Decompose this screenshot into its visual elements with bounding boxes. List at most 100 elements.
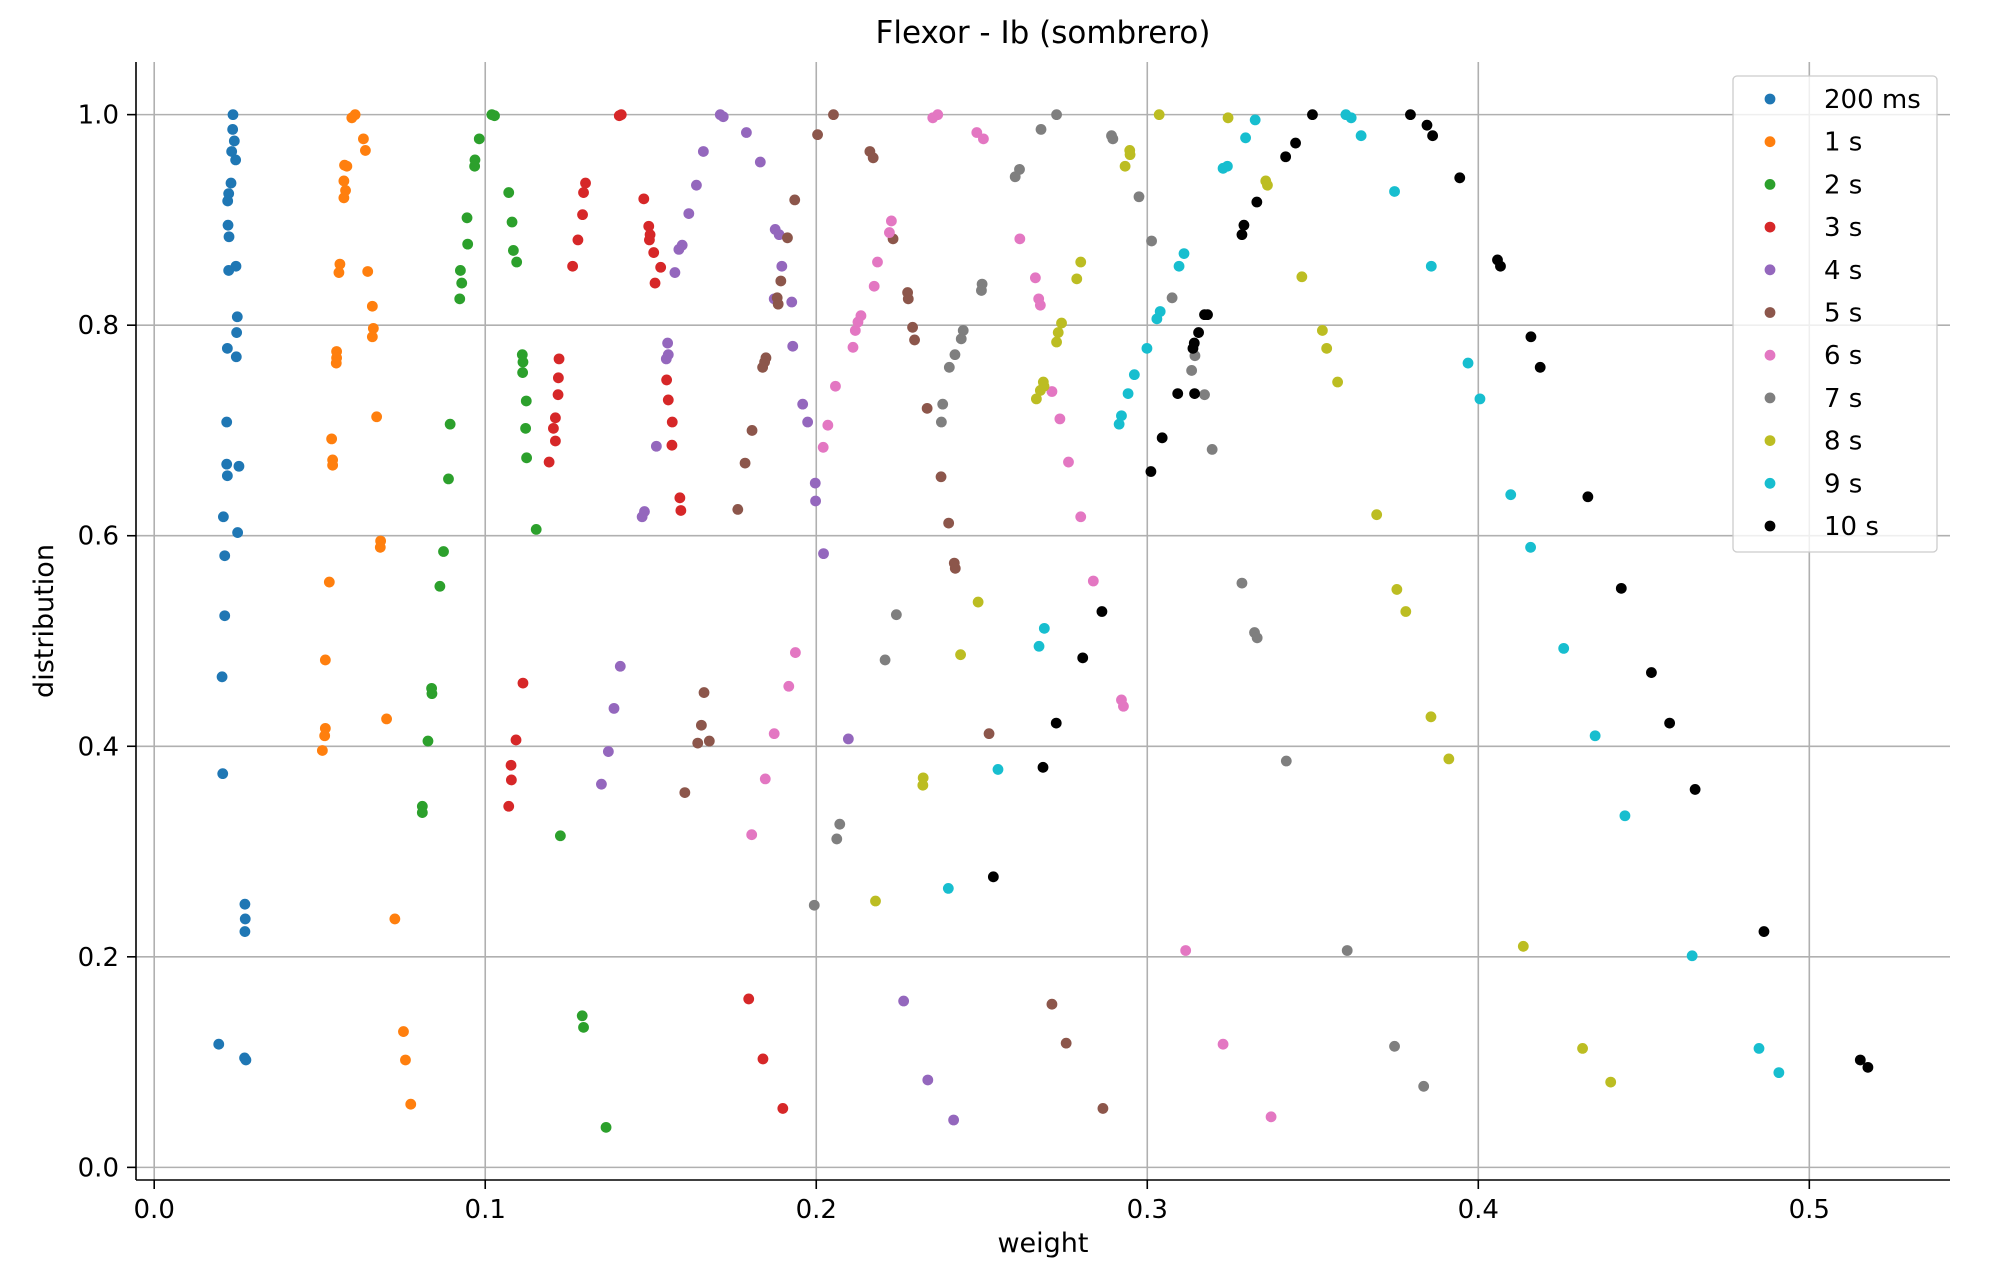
data-point	[1153, 109, 1165, 121]
x-tick-label: 0.5	[1789, 1195, 1830, 1225]
data-point	[1280, 755, 1292, 767]
data-point	[675, 505, 687, 516]
data-point	[222, 195, 234, 207]
data-point	[922, 1074, 934, 1086]
chart-title: Flexor - Ib (sombrero)	[876, 15, 1211, 51]
data-point	[580, 177, 591, 189]
data-point	[692, 737, 704, 749]
data-point	[673, 243, 685, 255]
data-point	[521, 452, 533, 464]
data-point	[469, 160, 481, 172]
y-tick-label: 0.4	[78, 732, 119, 762]
data-point	[227, 123, 239, 135]
data-point	[955, 649, 966, 661]
legend-items: 200 ms 1 s 2 s 3 s 4 s 5 s 6 s 7 s 8 s 9 s 10 s	[1764, 85, 1921, 542]
data-point	[506, 216, 518, 228]
data-point	[240, 1054, 252, 1066]
data-point	[831, 833, 843, 845]
data-point	[1178, 248, 1190, 259]
legend: 200 ms 1 s 2 s 3 s 4 s 5 s 6 s 7 s 8 s 9 s 10 s	[1732, 75, 1938, 553]
data-point	[550, 412, 561, 424]
data-point	[1014, 233, 1026, 245]
data-point	[1862, 1061, 1874, 1073]
data-point	[1664, 717, 1676, 729]
data-point	[872, 256, 883, 268]
data-point	[810, 495, 821, 507]
y-tick-label: 0.6	[78, 522, 119, 552]
data-point	[548, 422, 559, 434]
data-point	[746, 425, 758, 436]
data-point	[870, 895, 881, 907]
data-point	[649, 277, 661, 289]
data-point	[812, 129, 823, 141]
data-point	[983, 728, 995, 740]
data-point	[1425, 711, 1437, 723]
data-point	[359, 145, 371, 156]
data-point	[783, 680, 795, 692]
data-point	[638, 193, 650, 205]
data-point	[338, 192, 350, 204]
data-point	[1421, 119, 1433, 131]
data-point	[362, 266, 374, 277]
data-point	[434, 580, 446, 592]
data-point	[949, 562, 961, 574]
data-point	[1265, 1111, 1277, 1123]
data-point	[520, 422, 532, 434]
data-point	[1180, 945, 1192, 956]
legend-label: 9 s	[1824, 469, 1862, 499]
data-point	[473, 133, 485, 145]
data-point	[577, 209, 588, 221]
data-point	[661, 374, 673, 386]
data-point	[1773, 1067, 1785, 1079]
data-point	[776, 260, 788, 272]
y-axis-ticks: 0.0 0.2 0.4 0.6 0.8 1.0	[78, 101, 136, 1183]
data-point	[1280, 151, 1292, 163]
data-point	[1425, 260, 1437, 272]
data-point	[489, 110, 500, 122]
data-point	[222, 219, 234, 231]
data-point	[1251, 196, 1263, 208]
data-point	[1689, 784, 1701, 795]
data-point	[1589, 730, 1601, 742]
data-point	[1686, 950, 1698, 962]
data-point	[1172, 388, 1184, 400]
data-point	[221, 342, 233, 354]
y-tick-label: 0.2	[78, 943, 119, 973]
series-6	[746, 109, 1277, 1123]
data-point	[1046, 998, 1058, 1010]
data-point	[777, 1103, 789, 1114]
data-point	[1122, 388, 1134, 400]
data-point	[511, 256, 523, 268]
legend-marker	[1764, 392, 1776, 404]
data-point	[978, 133, 989, 145]
data-point	[219, 610, 231, 622]
data-point	[786, 296, 798, 308]
data-point	[1173, 260, 1185, 272]
data-point	[231, 327, 243, 338]
data-point	[834, 818, 846, 830]
data-point	[1056, 317, 1067, 329]
series-4	[596, 109, 960, 1126]
data-point	[1615, 582, 1627, 594]
data-point	[327, 459, 339, 471]
data-point	[655, 261, 667, 273]
data-point	[909, 334, 920, 346]
data-point	[1054, 413, 1066, 425]
data-point	[1462, 357, 1474, 369]
data-point	[818, 548, 829, 560]
data-point	[333, 267, 345, 278]
series-5	[679, 109, 1109, 1114]
y-tick-label: 1.0	[78, 101, 119, 131]
data-point	[316, 745, 328, 756]
data-point	[942, 882, 954, 894]
data-point	[797, 398, 809, 410]
data-point	[1009, 171, 1021, 183]
series-1	[316, 109, 417, 1110]
data-point	[949, 349, 961, 361]
data-point	[1034, 299, 1046, 311]
data-point	[768, 728, 780, 740]
data-point	[1133, 191, 1145, 203]
data-point	[643, 220, 655, 232]
data-point	[223, 265, 235, 276]
data-point	[1251, 632, 1263, 644]
